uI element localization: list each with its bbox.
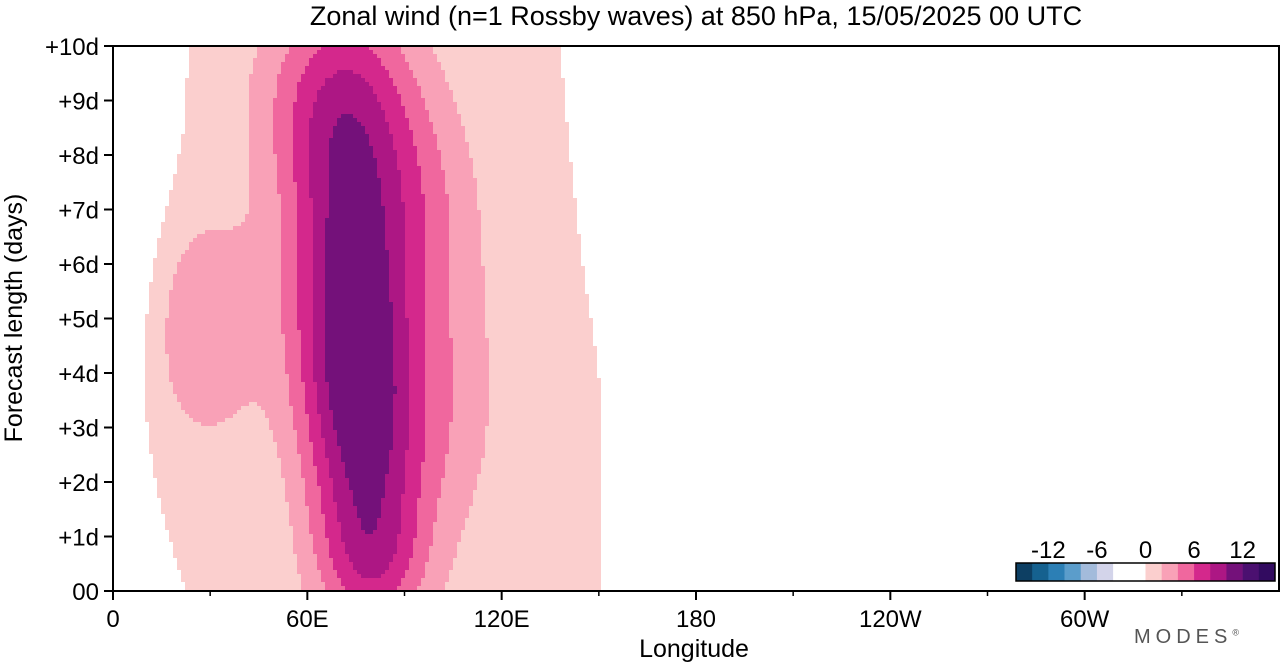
contour-band: [325, 114, 397, 534]
colorbar-swatch: [1080, 563, 1098, 581]
colorbar-label: 6: [1187, 537, 1200, 564]
x-axis: 0 60E 120E 180 120W 60W: [106, 591, 1183, 633]
x-tick-label: 0: [106, 606, 119, 633]
x-tick-label: 60W: [1060, 606, 1110, 633]
colorbar-swatch: [1032, 563, 1049, 581]
y-tick-label: 00: [72, 579, 99, 606]
colorbar-swatch: [1258, 563, 1276, 581]
colorbar-label: 0: [1139, 537, 1152, 564]
y-tick-label: +9d: [58, 89, 99, 116]
x-tick-label: 120E: [474, 606, 530, 633]
x-axis-label: Longitude: [639, 635, 749, 663]
colorbar-swatch: [1194, 563, 1211, 581]
y-tick-label: +1d: [58, 525, 99, 552]
y-axis: 00 +1d +2d +3d +4d +5d +6d +7d +8d +9d +10d: [45, 34, 113, 606]
chart-title: Zonal wind (n=1 Rossby waves) at 850 hPa…: [309, 1, 1083, 31]
colorbar-swatch: [1242, 563, 1260, 581]
y-tick-label: +3d: [58, 416, 99, 443]
colorbar-label: -12: [1031, 537, 1066, 564]
colorbar-swatch: [1064, 563, 1082, 581]
colorbar-swatch: [1226, 563, 1243, 581]
modes-logo: MODES®: [1134, 626, 1239, 649]
registered-mark: ®: [1232, 627, 1239, 638]
x-tick-label: 120W: [859, 606, 922, 633]
colorbar-swatch: [1016, 563, 1033, 581]
colorbar-swatch: [1161, 563, 1179, 581]
colorbar: -12 -6 0 6 12: [994, 532, 1278, 590]
y-tick-label: +7d: [58, 198, 99, 225]
y-tick-label: +5d: [58, 307, 99, 334]
logo-text: MODES: [1134, 626, 1233, 648]
x-tick-label: 60E: [286, 606, 329, 633]
y-tick-label: +10d: [45, 34, 99, 61]
colorbar-frame: [1015, 562, 1276, 582]
y-tick-label: +2d: [58, 470, 99, 497]
colorbar-label: 12: [1229, 537, 1256, 564]
y-tick-label: +6d: [58, 252, 99, 279]
wind-anomaly-field: [113, 46, 1279, 591]
colorbar-swatch: [1096, 563, 1114, 581]
y-tick-label: +4d: [58, 361, 99, 388]
colorbar-swatch: [1177, 563, 1195, 581]
y-axis-label: Forecast length (days): [0, 194, 28, 443]
colorbar-swatch: [1145, 563, 1162, 581]
x-tick-label: 180: [676, 606, 716, 633]
colorbar-label: -6: [1086, 537, 1107, 564]
y-tick-label: +8d: [58, 143, 99, 170]
colorbar-swatch: [1113, 563, 1130, 581]
contour-band: [113, 46, 1279, 591]
colorbar-swatch: [1210, 563, 1227, 581]
colorbar-swatch: [1129, 563, 1146, 581]
colorbar-swatch: [1048, 563, 1065, 581]
